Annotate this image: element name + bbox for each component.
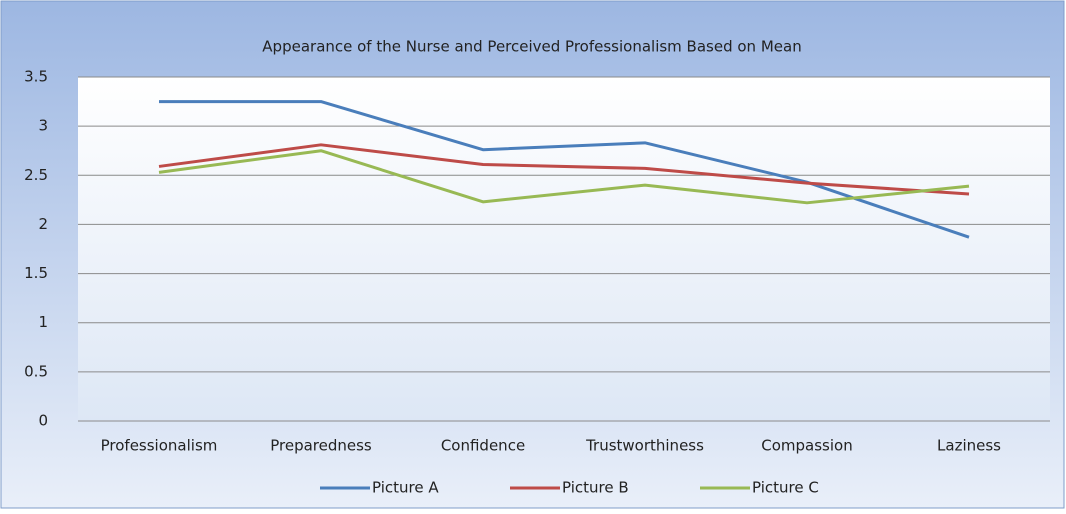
plot-area: [78, 77, 1050, 421]
x-tick-label: Trustworthiness: [585, 437, 704, 455]
series-line: [158, 149, 970, 205]
series-line: [158, 143, 970, 196]
legend-label: Picture A: [372, 479, 439, 497]
legend-label: Picture C: [752, 479, 819, 497]
x-tick-label: Confidence: [441, 437, 525, 455]
legend-label: Picture B: [562, 479, 629, 497]
x-tick-label: Laziness: [937, 437, 1001, 455]
y-tick-label: 0.5: [24, 362, 48, 380]
y-tick-label: 1.5: [24, 264, 48, 282]
x-tick-label: Professionalism: [101, 437, 218, 455]
y-tick-label: 1: [38, 313, 48, 331]
series-line: [159, 100, 970, 239]
y-tick-label: 3.5: [24, 68, 48, 86]
x-tick-label: Preparedness: [270, 437, 372, 455]
x-tick-label: Compassion: [761, 437, 852, 455]
chart-title: Appearance of the Nurse and Perceived Pr…: [262, 38, 801, 56]
y-tick-label: 3: [38, 117, 48, 135]
y-tick-label: 0: [38, 412, 48, 430]
y-tick-label: 2: [38, 215, 48, 233]
y-tick-label: 2.5: [24, 166, 48, 184]
